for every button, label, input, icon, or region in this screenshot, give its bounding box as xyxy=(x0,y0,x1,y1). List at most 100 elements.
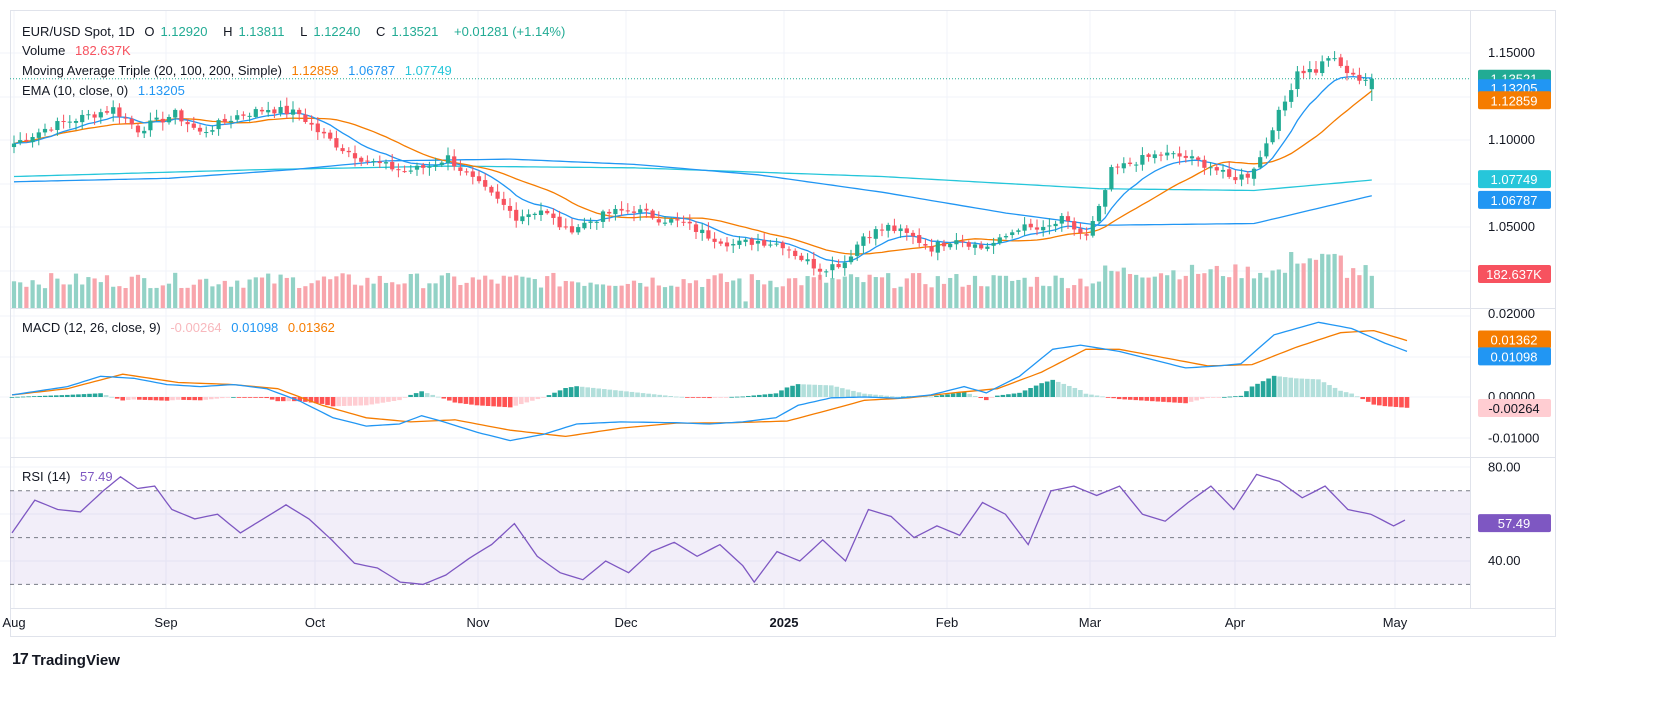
candle xyxy=(1183,150,1188,163)
candle xyxy=(762,233,767,248)
time-axis-label: Feb xyxy=(936,615,958,630)
candle xyxy=(972,241,978,256)
candle-body xyxy=(1053,223,1058,227)
candle-body xyxy=(1189,156,1195,159)
symbol-title[interactable]: EUR/USD Spot, 1D xyxy=(22,24,135,39)
price-tag-box xyxy=(1478,265,1551,283)
macd-hist-bar xyxy=(496,397,502,407)
volume-bar xyxy=(842,276,847,308)
macd-hist-bar xyxy=(535,397,541,400)
volume-bar xyxy=(1115,271,1120,308)
macd-hist-bar xyxy=(48,395,54,397)
main-legend[interactable]: EUR/USD Spot, 1D O 1.12920 H 1.13811 L 1.12… xyxy=(22,24,571,40)
macd-hist-bar xyxy=(840,388,845,397)
volume-bar xyxy=(941,283,947,308)
volume-bar xyxy=(148,288,153,308)
candle xyxy=(1369,73,1374,102)
volume-label[interactable]: Volume xyxy=(22,43,66,58)
candle-body xyxy=(780,242,785,249)
macd-hist-bar xyxy=(1061,383,1067,397)
rsi-label[interactable]: RSI (14) xyxy=(22,469,71,484)
ema-legend[interactable]: EMA (10, close, 0) 1.13205 xyxy=(22,83,191,99)
candle-body xyxy=(1282,101,1288,111)
ema-label[interactable]: EMA (10, close, 0) xyxy=(22,83,129,98)
candle xyxy=(935,239,940,261)
volume-bar xyxy=(836,279,841,308)
ma-triple-legend[interactable]: Moving Average Triple (20, 100, 200, Sim… xyxy=(22,63,458,79)
tradingview-logo[interactable]: 17 TradingView xyxy=(12,651,120,669)
macd-hist-bar xyxy=(286,397,292,402)
macd-legend[interactable]: MACD (12, 26, close, 9) -0.00264 0.01098… xyxy=(22,320,341,336)
macd-label[interactable]: MACD (12, 26, close, 9) xyxy=(22,320,161,335)
candle xyxy=(892,218,897,234)
volume-bar xyxy=(886,273,891,308)
macd-hist-bar xyxy=(1233,396,1238,398)
volume-bar xyxy=(340,273,345,308)
candle-body xyxy=(235,115,240,120)
macd-hist-bar xyxy=(978,397,984,399)
rsi-legend[interactable]: RSI (14) 57.49 xyxy=(22,469,119,485)
macd-hist-bar xyxy=(618,390,624,397)
volume-legend[interactable]: Volume 182.637K xyxy=(22,43,137,59)
macd-hist-bar xyxy=(873,394,878,397)
candle-body xyxy=(526,214,531,218)
macd-hist-bar xyxy=(164,397,170,401)
candle-body xyxy=(644,208,649,211)
candle-body xyxy=(383,162,389,164)
candle-body xyxy=(1270,130,1275,143)
candle-body xyxy=(408,170,413,172)
macd-hist-bar xyxy=(242,397,247,398)
candle-body xyxy=(1090,221,1095,236)
price-tag-text: -0.00264 xyxy=(1488,401,1539,416)
volume-bar xyxy=(359,285,364,308)
candlesticks[interactable] xyxy=(11,51,1374,280)
rsi-value: 57.49 xyxy=(80,469,113,484)
volume-bar xyxy=(979,286,984,308)
candle xyxy=(228,115,234,129)
macd-hist-bar xyxy=(1354,396,1360,398)
macd-hist-bar xyxy=(485,397,491,406)
candle-body xyxy=(501,198,506,205)
candle xyxy=(1227,161,1232,179)
macd-hist-bar xyxy=(1177,397,1183,403)
macd-hist-bar xyxy=(159,397,164,401)
close-key: C xyxy=(375,24,386,39)
macd-hist-bar xyxy=(679,396,685,398)
axis-tick-label: 1.15000 xyxy=(1488,45,1535,60)
time-axis[interactable]: Aug Sep Oct Nov Dec 2025 Feb Mar Apr May xyxy=(2,615,1407,630)
axis-tick-label: -0.01000 xyxy=(1488,431,1539,446)
volume-bar xyxy=(1276,269,1281,308)
macd-hist-bar xyxy=(524,397,530,403)
candle xyxy=(365,155,370,165)
candle-body xyxy=(396,169,401,171)
volume-bar xyxy=(1282,272,1288,308)
candle xyxy=(1208,162,1213,176)
candle xyxy=(135,123,141,138)
candle-body xyxy=(452,156,457,167)
volume-bar xyxy=(966,284,971,308)
candle-body xyxy=(532,213,537,215)
candle-body xyxy=(675,219,680,221)
macd-hist-bar xyxy=(1288,377,1294,397)
candle-body xyxy=(687,221,692,224)
volume-bar xyxy=(98,282,103,308)
macd-hist-bar xyxy=(635,392,640,397)
price-axes[interactable]: 1.150001.100001.050000.020000.00000-0.01… xyxy=(1488,45,1539,568)
macd-hist-bar xyxy=(806,384,812,397)
candle-body xyxy=(966,242,971,247)
candle-body xyxy=(241,114,246,116)
candle-body xyxy=(1183,155,1188,158)
macd-hist-bar xyxy=(1166,397,1172,403)
candle xyxy=(669,217,674,226)
candle-body xyxy=(588,221,593,223)
candle-body xyxy=(917,235,922,243)
ma-triple-label[interactable]: Moving Average Triple (20, 100, 200, Sim… xyxy=(22,63,282,78)
candle xyxy=(1289,83,1294,108)
volume-bar xyxy=(1127,273,1133,308)
price-labels: 1.135211.132051.128591.077491.06787182.6… xyxy=(1478,69,1551,533)
candle xyxy=(1245,171,1250,185)
volume-bar xyxy=(526,277,531,308)
candle-body xyxy=(768,244,773,246)
candle xyxy=(1351,68,1356,77)
